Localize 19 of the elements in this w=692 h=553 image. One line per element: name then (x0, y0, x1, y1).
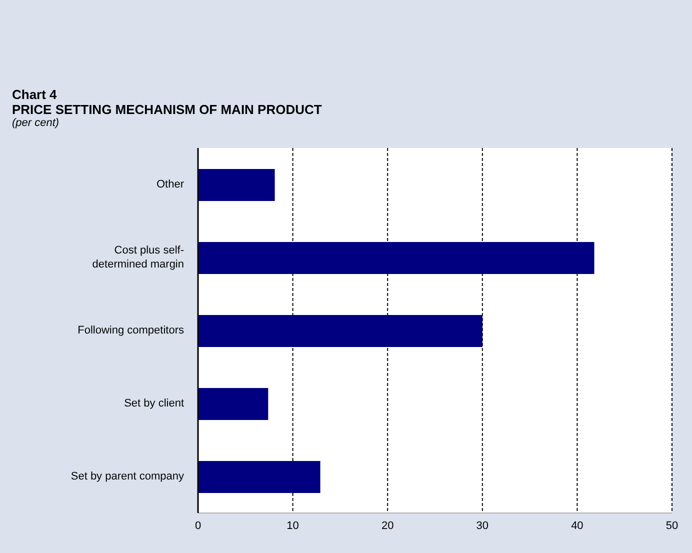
x-tick-label: 30 (476, 520, 489, 532)
x-tick-label: 0 (194, 520, 202, 532)
x-tick-label: 40 (571, 520, 584, 532)
bar (198, 388, 268, 420)
x-tick-label: 50 (666, 520, 678, 532)
bar (198, 242, 594, 274)
y-tick-label: Following competitors (78, 324, 184, 336)
chart-subtitle: PRICE SETTING MECHANISM OF MAIN PRODUCT (12, 102, 322, 117)
bar (198, 315, 482, 347)
x-tick-label: 20 (381, 520, 394, 532)
bar (198, 169, 275, 201)
y-tick-label: Other (156, 178, 184, 190)
y-tick-label: Set by client (124, 398, 184, 410)
y-tick-label: Set by parent company (70, 470, 184, 482)
text: Chart 4 (12, 87, 58, 102)
text: (per cent) (12, 117, 60, 130)
x-tick-label: 10 (286, 520, 299, 532)
y-tick-label: Cost plus self-determined margin (92, 244, 184, 270)
bar (198, 461, 320, 493)
